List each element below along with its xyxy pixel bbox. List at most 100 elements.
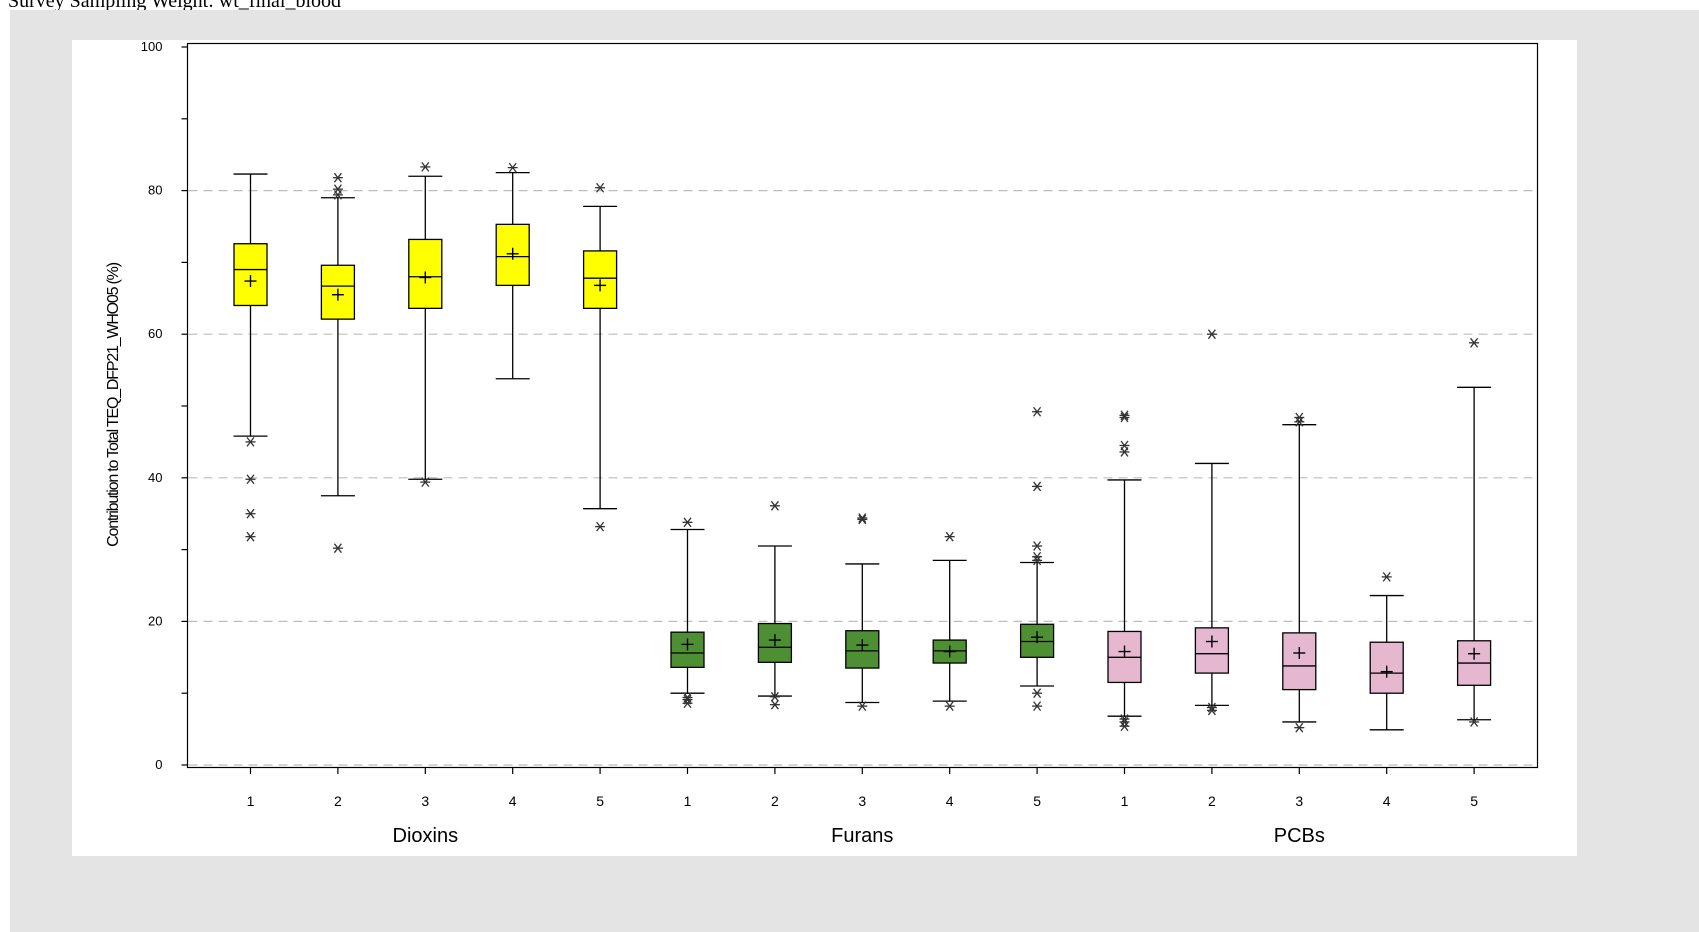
- x-tick-label: 1: [684, 793, 692, 809]
- box-pcbs-1: [1107, 410, 1142, 732]
- outlier-stroke: [858, 514, 867, 525]
- outlier-stroke: [1120, 721, 1129, 732]
- x-tick-label: 2: [334, 793, 342, 809]
- plot-frame: Contribution to Total TEQ_DFP21_WHO05 (%…: [10, 10, 1699, 932]
- outlier-point: [1119, 440, 1130, 451]
- box-pcbs-3: [1282, 412, 1317, 733]
- outlier-point: [1032, 541, 1043, 551]
- outlier-point: [1294, 722, 1305, 733]
- outlier-stroke: [246, 508, 255, 519]
- outlier-point: [682, 517, 693, 528]
- outlier-point: [1119, 412, 1130, 423]
- subtitle-text: Survey Sampling Weight: wt_final_blood: [8, 0, 341, 12]
- outlier-point: [769, 500, 780, 511]
- outlier-point: [857, 513, 868, 523]
- box-plots: [233, 162, 1492, 733]
- y-axis-label: Contribution to Total TEQ_DFP21_WHO05 (%…: [105, 262, 122, 547]
- outlier-stroke: [945, 701, 954, 712]
- outlier-point: [507, 162, 518, 173]
- x-tick-label: 2: [771, 793, 779, 809]
- outlier-point: [1032, 481, 1043, 492]
- box-iqr: [1194, 627, 1230, 674]
- box-furans-5: [1019, 406, 1055, 712]
- outlier-stroke: [333, 190, 342, 200]
- outlier-stroke: [770, 699, 779, 710]
- box-dioxins-1: [233, 173, 268, 542]
- outlier-stroke: [1382, 571, 1391, 582]
- x-tick-label: 5: [596, 793, 604, 809]
- outlier-point: [857, 701, 868, 712]
- outlier-point: [1469, 717, 1480, 727]
- outlier-point: [245, 437, 256, 447]
- outlier-point: [769, 699, 780, 710]
- outlier-stroke: [1120, 717, 1129, 727]
- outlier-point: [1032, 555, 1043, 566]
- y-tick-label: 40: [148, 470, 162, 485]
- outlier-stroke: [1033, 688, 1042, 699]
- box-dioxins-4: [495, 162, 530, 380]
- outlier-stroke: [1295, 722, 1304, 733]
- x-tick-label: 4: [1383, 793, 1391, 809]
- outlier-point: [332, 184, 343, 195]
- outlier-stroke: [858, 513, 867, 523]
- group-label: Furans: [831, 825, 893, 847]
- outlier-point: [944, 701, 955, 712]
- y-tick-label: 60: [148, 326, 162, 341]
- outlier-point: [1206, 705, 1217, 716]
- outlier-stroke: [421, 477, 430, 488]
- outlier-stroke: [1033, 555, 1042, 566]
- outlier-point: [245, 474, 256, 485]
- outlier-stroke: [1033, 406, 1042, 417]
- outlier-stroke: [508, 162, 517, 173]
- outlier-point: [682, 698, 693, 709]
- outlier-stroke: [1207, 329, 1216, 340]
- outlier-stroke: [596, 182, 605, 193]
- box-furans-2: [757, 500, 793, 710]
- outlier-stroke: [333, 543, 342, 554]
- outlier-point: [769, 691, 780, 702]
- outlier-stroke: [1033, 541, 1042, 551]
- outlier-stroke: [1470, 717, 1479, 727]
- outlier-point: [1119, 447, 1130, 457]
- box-pcbs-5: [1456, 337, 1492, 727]
- axes: Contribution to Total TEQ_DFP21_WHO05 (%…: [105, 42, 1539, 769]
- box-iqr: [233, 243, 268, 307]
- outlier-stroke: [1470, 337, 1479, 348]
- box-dioxins-5: [582, 182, 618, 532]
- outlier-point: [1294, 416, 1305, 427]
- outlier-stroke: [683, 698, 692, 709]
- outlier-stroke: [1295, 416, 1304, 427]
- outlier-point: [332, 543, 343, 554]
- x-tick-label: 3: [858, 793, 866, 809]
- box-pcbs-4: [1369, 571, 1404, 731]
- x-tick-label: 4: [946, 793, 954, 809]
- box-plot-chart: Contribution to Total TEQ_DFP21_WHO05 (%…: [105, 40, 1539, 847]
- box-iqr: [1019, 623, 1055, 658]
- x-tick-label: 5: [1470, 793, 1478, 809]
- outlier-point: [1032, 688, 1043, 699]
- outlier-point: [420, 162, 431, 172]
- outlier-stroke: [1295, 412, 1304, 423]
- outlier-stroke: [1120, 410, 1129, 421]
- box-furans-3: [845, 513, 880, 712]
- x-tick-label: 3: [1295, 793, 1303, 809]
- outlier-point: [245, 508, 256, 519]
- box-pcbs-2: [1194, 329, 1230, 716]
- box-furans-4: [932, 531, 967, 712]
- outlier-stroke: [1207, 705, 1216, 716]
- outlier-point: [332, 172, 343, 183]
- plot-panel: Contribution to Total TEQ_DFP21_WHO05 (%…: [72, 40, 1577, 856]
- outlier-point: [1119, 410, 1130, 421]
- y-tick-label: 100: [141, 40, 163, 54]
- y-tick-label: 0: [155, 757, 162, 772]
- outlier-stroke: [858, 701, 867, 712]
- box-dioxins-3: [408, 162, 443, 488]
- y-tick-label: 20: [148, 613, 162, 628]
- outlier-point: [944, 531, 955, 542]
- axis-ticks: 0 20 40 60 80 100 1 2 3 4 5 Dioxins 1 2 3 4 5 Furans 1 2 3 4 5…: [141, 40, 1478, 847]
- x-tick-label: 5: [1033, 793, 1041, 809]
- x-tick-label: 3: [421, 793, 429, 809]
- y-tick-label: 80: [148, 183, 162, 198]
- outlier-stroke: [1033, 701, 1042, 712]
- outlier-point: [1119, 721, 1130, 732]
